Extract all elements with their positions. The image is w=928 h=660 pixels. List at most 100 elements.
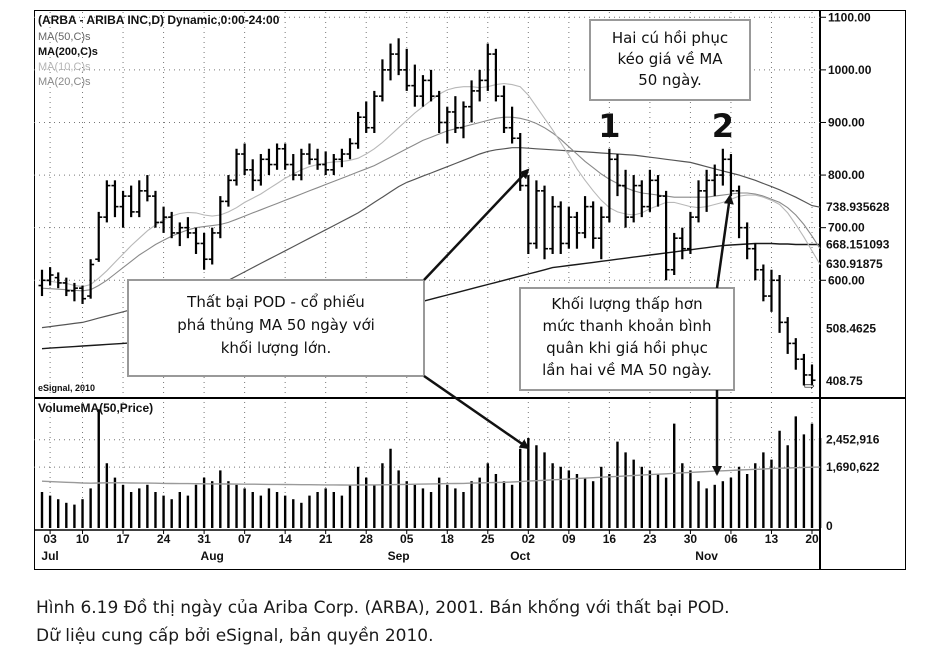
- ohlc-bar: [589, 201, 597, 249]
- ohlc-bar: [524, 175, 532, 254]
- annotation-box-top-right: Hai cú hồi phục kéo giá về MA 50 ngày.: [589, 19, 751, 101]
- ohlc-bar: [743, 222, 751, 260]
- scroll-right-icon[interactable]: ⇨: [804, 379, 815, 394]
- annotation-box-pod-failure: Thất bại POD - cổ phiếu phá thủng MA 50 …: [127, 279, 425, 377]
- ohlc-bar: [549, 196, 557, 254]
- price-bars: [38, 38, 816, 386]
- annotation-vol-line-3: quân khi giá hồi phục: [546, 339, 708, 357]
- ohlc-bar: [160, 206, 168, 233]
- price-tick-label: 800.00: [828, 168, 865, 182]
- volume-ma-line: [41, 466, 821, 486]
- ohlc-bar: [297, 148, 305, 181]
- annotation-pod-line-3: khối lượng lớn.: [221, 339, 332, 357]
- ohlc-bar: [289, 154, 297, 181]
- price-value-tag: 668.151093: [826, 237, 890, 251]
- annotation-top-line-1: Hai cú hồi phục: [612, 29, 728, 47]
- date-tick-label: 17: [116, 532, 130, 546]
- annotation-arrows: [423, 168, 734, 476]
- month-label: Sep: [388, 549, 410, 563]
- legend-ma10: MA(10,C)s: [38, 61, 91, 73]
- figure-caption-line-1: Hình 6.19 Đồ thị ngày của Ariba Corp. (A…: [36, 598, 730, 618]
- ohlc-bar: [557, 201, 565, 254]
- price-value-tag: 408.75: [826, 374, 863, 388]
- ohlc-bar: [476, 69, 484, 102]
- date-tick-label: 30: [684, 532, 698, 546]
- date-tick-label: 23: [643, 532, 657, 546]
- date-axis: 03 10 17 24 31 07 14 21 28 05 18 25 02 09 16 23 30 06 13 20…: [41, 530, 819, 563]
- date-tick-label: 02: [522, 532, 536, 546]
- ohlc-bar: [87, 259, 95, 299]
- ohlc-bar: [95, 211, 103, 262]
- ohlc-bar: [711, 164, 719, 197]
- ohlc-bar: [484, 43, 492, 91]
- ohlc-bar: [151, 190, 159, 228]
- legend-ma200: MA(200,C)s: [38, 46, 98, 58]
- figure-caption-line-2: Dữ liệu cung cấp bởi eSignal, bản quyền …: [36, 626, 434, 646]
- annotation-vol-line-1: Khối lượng thấp hơn: [551, 295, 702, 313]
- ohlc-bar: [581, 196, 589, 239]
- ohlc-bar: [387, 43, 395, 81]
- ohlc-bar: [727, 154, 735, 197]
- ohlc-bar: [370, 90, 378, 133]
- price-tick-label: 700.00: [828, 221, 865, 235]
- ohlc-bar: [678, 227, 686, 260]
- ohlc-bar: [573, 211, 581, 249]
- arrow-pod-to-ma50: [423, 168, 530, 281]
- arrow-pod-to-volume: [423, 374, 530, 450]
- ohlc-bar: [662, 190, 670, 281]
- ohlc-bar: [541, 185, 549, 260]
- date-tick-label: 03: [43, 532, 57, 546]
- ohlc-bar: [686, 211, 694, 254]
- ohlc-bar: [419, 75, 427, 107]
- date-tick-label: 07: [238, 532, 252, 546]
- date-tick-label: 20: [805, 532, 819, 546]
- ohlc-bar: [597, 206, 605, 260]
- ohlc-bar: [719, 148, 727, 186]
- ohlc-bar: [208, 227, 216, 265]
- date-tick-label: 28: [360, 532, 374, 546]
- ohlc-bar: [79, 285, 87, 304]
- ohlc-bar: [330, 154, 338, 176]
- arrow-low-volume-to-ma50: [715, 194, 734, 289]
- date-tick-label: 31: [197, 532, 211, 546]
- ohlc-bar: [516, 132, 524, 191]
- ohlc-bar: [776, 275, 784, 333]
- ohlc-bar: [411, 64, 419, 107]
- volume-value-tag: 1,690,622: [826, 460, 880, 474]
- ohlc-bar: [135, 180, 143, 218]
- ohlc-bar: [630, 175, 638, 223]
- ohlc-bar: [613, 154, 621, 197]
- ohlc-bar: [646, 169, 654, 212]
- volume-bars: [40, 409, 822, 528]
- ohlc-bar: [532, 180, 540, 249]
- ohlc-bar: [224, 175, 232, 207]
- volume-tick-label: 0: [826, 519, 833, 533]
- month-label: Jul: [41, 549, 58, 563]
- ohlc-bar: [184, 217, 192, 239]
- date-tick-label: 10: [76, 532, 90, 546]
- ohlc-bar: [322, 151, 330, 176]
- volume-panel-title: VolumeMA(50,Price): [38, 401, 153, 415]
- ohlc-bar: [168, 211, 176, 239]
- ohlc-bar: [500, 85, 508, 133]
- ohlc-bar: [314, 148, 322, 170]
- annotation-top-line-2: kéo giá về MA: [617, 50, 723, 68]
- ohlc-bar: [605, 148, 613, 223]
- ohlc-bar: [395, 38, 403, 76]
- ohlc-bar: [759, 264, 767, 302]
- ohlc-bar: [46, 267, 54, 286]
- ohlc-bar: [403, 48, 411, 91]
- ohlc-bar: [638, 180, 646, 218]
- ohlc-bar: [784, 317, 792, 354]
- ohlc-bar: [111, 180, 119, 218]
- date-tick-label: 14: [278, 532, 292, 546]
- ohlc-bar: [338, 148, 346, 168]
- ohlc-bar: [200, 232, 208, 270]
- ohlc-bar: [281, 143, 289, 170]
- date-tick-label: 06: [724, 532, 738, 546]
- ohlc-bar: [257, 154, 265, 186]
- esignal-watermark: eSignal, 2010: [38, 383, 95, 393]
- ohlc-bar: [249, 159, 257, 191]
- ohlc-bar: [508, 106, 516, 144]
- ohlc-bar: [808, 364, 816, 386]
